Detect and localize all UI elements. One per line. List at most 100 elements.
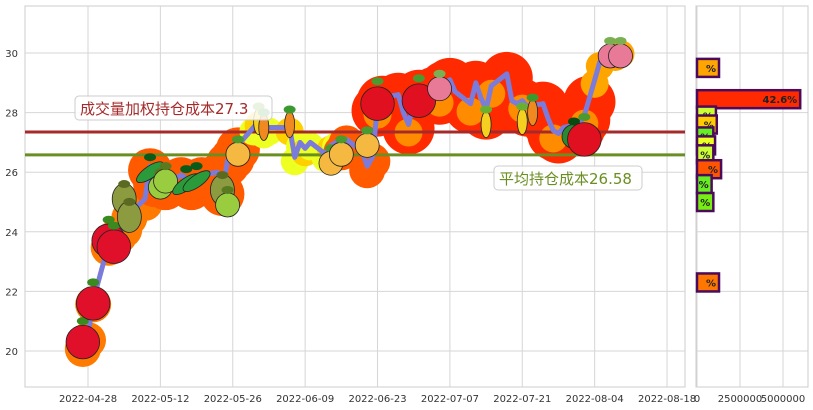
pineapple-leaf (335, 135, 348, 144)
strawberry-leaf (107, 221, 120, 230)
carrot-body (284, 111, 296, 138)
radish-body (427, 76, 452, 102)
cost-labels: 成交量加权持仓成本27.3 平均持仓成本26.58 (74, 95, 643, 191)
strawberry-leaf (102, 215, 115, 224)
hist-bar (695, 88, 802, 110)
pineapple-icon (328, 135, 354, 167)
y-tick-label: 24 (5, 228, 18, 239)
peas-leaf (144, 153, 157, 162)
strawberry-leaf (76, 317, 89, 326)
radish-leaf (604, 36, 617, 45)
radish-leaf (433, 69, 446, 78)
y-tick-label: 30 (5, 49, 18, 60)
corn-leaf (480, 105, 493, 114)
x-tick-label: 2022-05-26 (204, 394, 262, 405)
hist-bar-label: % (706, 64, 716, 75)
radish-body (608, 43, 633, 69)
hist-bar (695, 272, 721, 293)
corn-icon (480, 105, 493, 138)
pear-leaf (123, 197, 136, 206)
kiwi-icon (215, 185, 240, 218)
hist-bar-label: % (704, 121, 714, 132)
x-tick-label: 2022-06-23 (348, 394, 406, 405)
radish-leaf (614, 36, 627, 45)
peas-icon (182, 162, 211, 192)
pear-leaf (216, 171, 229, 180)
pineapple-body (354, 132, 380, 158)
pineapple-body (328, 141, 354, 167)
apple-icon (567, 113, 602, 157)
pineapple-leaf (231, 135, 244, 144)
axis-ticks: 2022-04-28 2022-05-12 2022-05-26 2022-06-09… (5, 49, 696, 405)
pear-body (116, 200, 142, 233)
pineapple-leaf (361, 126, 374, 135)
pineapple-icon (354, 126, 380, 158)
hist-bar-label: % (700, 198, 710, 209)
strawberry-body (75, 286, 111, 321)
peas-leaf (180, 165, 193, 174)
hist-bar-label: % (699, 180, 709, 191)
hist-bar (695, 191, 715, 213)
kiwi-leaf (159, 162, 172, 171)
hist-x-tick-label: 2500000 (718, 394, 763, 405)
strawberry-body (96, 229, 132, 264)
x-tick-label: 2022-04-28 (59, 394, 117, 405)
x-tick-label: 2022-06-09 (276, 394, 334, 405)
hist-x-tick-label: 0 (694, 394, 700, 405)
kiwi-leaf (221, 185, 234, 194)
strawberry-icon (96, 221, 132, 264)
avg-cost-label: 平均持仓成本26.58 (499, 170, 632, 188)
y-tick-label: 28 (5, 109, 18, 120)
peas-body (182, 170, 211, 192)
cost-label-box (74, 95, 273, 121)
volume-blob (456, 97, 485, 126)
apple-body (360, 86, 395, 121)
peas-leaf (190, 162, 203, 171)
apple-icon (360, 77, 395, 121)
x-tick-label: 2022-08-18 (638, 394, 696, 405)
apple-leaf (371, 77, 384, 86)
hist-x-tick-label: 5000000 (761, 394, 806, 405)
carrot-icon (526, 93, 539, 126)
corn-leaf (516, 102, 529, 111)
strawberry-leaf (87, 278, 100, 287)
x-tick-label: 2022-07-21 (493, 394, 551, 405)
y-tick-label: 26 (5, 168, 18, 179)
strawberry-body (65, 324, 101, 360)
weighted-cost-label: 成交量加权持仓成本27.3 (80, 100, 248, 118)
watermelon-leaf (567, 117, 580, 126)
x-tick-label: 2022-07-07 (421, 394, 479, 405)
hist-bar (695, 57, 721, 79)
x-tick-label: 2022-08-04 (566, 394, 624, 405)
apple-leaf (412, 74, 425, 83)
hist-bar-label: % (708, 165, 718, 176)
hist-bar-label: 42.6% (762, 95, 797, 106)
carrot-body (527, 99, 539, 126)
kiwi-icon (153, 162, 178, 194)
apple-icon (401, 74, 437, 118)
corn-icon (516, 102, 529, 135)
strawberry-icon (75, 278, 111, 321)
y-tick-label: 20 (5, 347, 18, 358)
x-tick-label: 2022-05-12 (131, 394, 189, 405)
hist-bar-label: % (700, 150, 710, 161)
carrot-leaf (283, 105, 296, 114)
apple-leaf (578, 113, 591, 122)
carrot-icon (283, 105, 296, 138)
apple-body (401, 83, 437, 118)
pear-leaf (118, 180, 131, 189)
corn-body (516, 108, 528, 135)
pineapple-icon (225, 135, 251, 167)
radish-icon (608, 36, 633, 69)
pineapple-body (225, 141, 251, 167)
strawberry-icon (65, 317, 101, 360)
pear-icon (116, 197, 142, 233)
carrot-leaf (526, 93, 539, 102)
apple-body (567, 122, 602, 157)
y-tick-label: 22 (5, 287, 18, 298)
radish-icon (427, 69, 452, 102)
cost-label-box (493, 165, 643, 191)
corn-body (480, 111, 492, 138)
